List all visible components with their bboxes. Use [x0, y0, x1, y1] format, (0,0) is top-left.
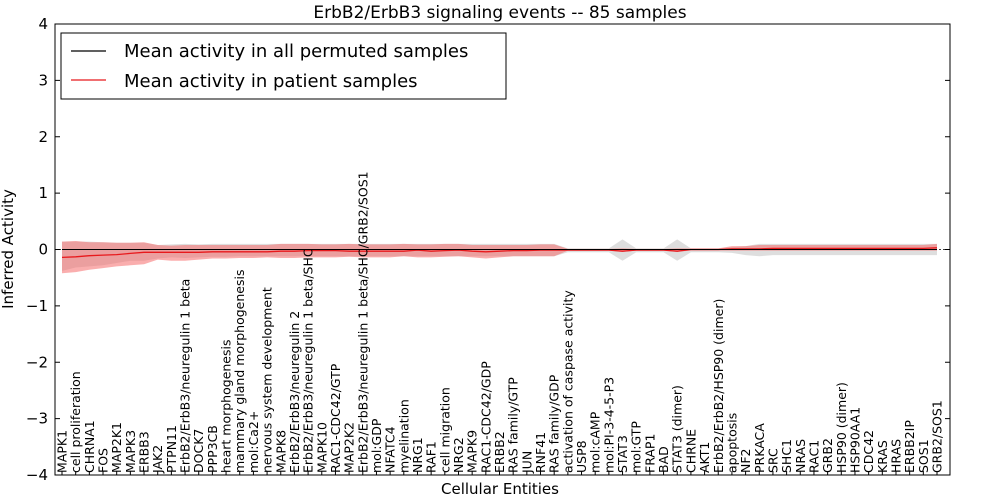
x-axis-label: Cellular Entities — [441, 480, 559, 498]
x-tick-label: CHRNA1 — [82, 420, 97, 473]
x-tick-label: CHRNE — [683, 429, 698, 473]
x-tick-label: MAPK3 — [123, 430, 138, 473]
x-tick-label: mammary gland morphogenesis — [232, 270, 247, 473]
x-tick-label: RNF41 — [533, 432, 548, 473]
y-tick-label: −2 — [26, 353, 48, 371]
chart-title: ErbB2/ErbB3 signaling events -- 85 sampl… — [313, 3, 686, 23]
y-axis: 4 3 2 1 0 −1 −2 −3 −4 — [26, 15, 950, 484]
x-tick-label: HRAS — [889, 439, 904, 473]
x-tick-label: AKT1 — [697, 442, 712, 473]
x-tick-label: STAT3 (dimer) — [670, 385, 685, 473]
x-tick-label: NRAS — [793, 439, 808, 473]
x-tick-label: FOS — [96, 448, 111, 473]
x-tick-label: HSP90 (dimer) — [834, 382, 849, 473]
x-tick-label: STAT3 — [615, 435, 630, 473]
x-tick-label: RAC1-CDC42/GDP — [478, 361, 493, 473]
x-tick-label: ErbB2/ErbB3/neuregulin 1 beta/SHC/GRB2/S… — [355, 171, 370, 473]
x-tick-label: ErbB2/ErbB3/neuregulin 1 beta/SHC — [301, 248, 316, 473]
x-tick-label: RAS family/GTP — [506, 377, 521, 473]
y-tick-label: −4 — [26, 466, 48, 484]
legend: Mean activity in all permuted samples Me… — [60, 32, 507, 100]
x-tick-label: NRG1 — [410, 437, 425, 473]
x-tick-label: GRB2/SOS1 — [930, 400, 945, 473]
x-tick-label: KRAS — [875, 440, 890, 473]
x-tick-label: FRAP1 — [642, 434, 657, 473]
x-tick-label: ERBB3 — [137, 431, 152, 473]
y-tick-label: 3 — [38, 71, 48, 89]
x-tick-label: mol:PI-3-4-5-P3 — [601, 377, 616, 473]
x-tick-label: RAS family/GDP — [547, 374, 562, 473]
x-tick-label: SOS1 — [916, 439, 931, 473]
x-tick-label: GRB2 — [820, 438, 835, 473]
x-tick-label: RAF1 — [424, 441, 439, 473]
x-tick-label: mol:GDP — [369, 418, 384, 473]
x-tick-label: ErbB2/ErbB3/neuregulin 1 beta — [178, 279, 193, 473]
x-tick-label: MAPK9 — [465, 430, 480, 473]
x-tick-label: PRKACA — [752, 423, 767, 473]
x-tick-label: NRG2 — [451, 437, 466, 473]
x-tick-label: apoptosis — [724, 413, 739, 473]
legend-box — [60, 32, 507, 100]
legend-label-patient: Mean activity in patient samples — [124, 71, 418, 92]
x-tick-label: PTPN11 — [164, 425, 179, 473]
series-lines — [61, 247, 938, 259]
legend-label-permuted: Mean activity in all permuted samples — [124, 41, 468, 62]
x-tick-label: JAK2 — [150, 445, 165, 474]
x-tick-label: ErbB2/ErbB2/HSP90 (dimer) — [711, 299, 726, 473]
y-tick-label: 0 — [38, 241, 48, 259]
x-tick-label: SRC — [765, 448, 780, 473]
y-axis-label: Inferred Activity — [0, 189, 17, 309]
x-tick-label: RAC1 — [807, 440, 822, 473]
y-tick-label: −1 — [26, 297, 48, 315]
x-tick-label: HSP90AA1 — [848, 407, 863, 473]
x-tick-label: SHC1 — [779, 439, 794, 473]
x-tick-label: mol:Ca2+ — [246, 411, 261, 473]
x-tick-label: myelination — [396, 399, 411, 473]
x-tick-label: MAPK1 — [55, 430, 70, 473]
x-tick-label: nervous system development — [260, 287, 275, 473]
x-tick-label: mol:GTP — [629, 421, 644, 473]
x-tick-label: MAPK8 — [273, 430, 288, 473]
x-tick-label: NF2 — [738, 449, 753, 474]
x-tick-label: mol:cAMP — [588, 411, 603, 473]
x-tick-label: ErbB2/ErbB3/neuregulin 2 — [287, 311, 302, 473]
x-tick-label: RAC1-CDC42/GTP — [328, 363, 343, 473]
x-tick-label: MAP2K1 — [109, 422, 124, 473]
x-tick-label: JUN — [519, 451, 534, 474]
x-tick-label: MAPK10 — [314, 422, 329, 473]
x-tick-label: CDC42 — [861, 430, 876, 473]
x-tick-label: heart morphogenesis — [219, 340, 234, 474]
x-tick-label: DOCK7 — [191, 429, 206, 473]
x-tick-label: USP8 — [574, 440, 589, 473]
x-tick-label: ERBB2 — [492, 431, 507, 473]
x-tick-label: cell migration — [437, 387, 452, 473]
y-tick-label: 1 — [38, 184, 48, 202]
x-tick-label: activation of caspase activity — [560, 290, 575, 473]
x-tick-label: NFATC4 — [383, 426, 398, 473]
x-tick-label: PPP3CB — [205, 425, 220, 473]
x-tick-label: MAP2K2 — [342, 422, 357, 473]
x-tick-label: ERBB2IP — [902, 420, 917, 473]
x-tick-label: cell proliferation — [68, 371, 83, 473]
y-tick-label: 2 — [38, 128, 48, 146]
y-tick-label: 4 — [38, 15, 48, 33]
patient-mean-line — [61, 247, 938, 259]
confidence-bands — [62, 239, 937, 274]
patient-band — [62, 241, 937, 274]
x-tick-label: BAD — [656, 446, 671, 473]
y-tick-label: −3 — [26, 410, 48, 428]
